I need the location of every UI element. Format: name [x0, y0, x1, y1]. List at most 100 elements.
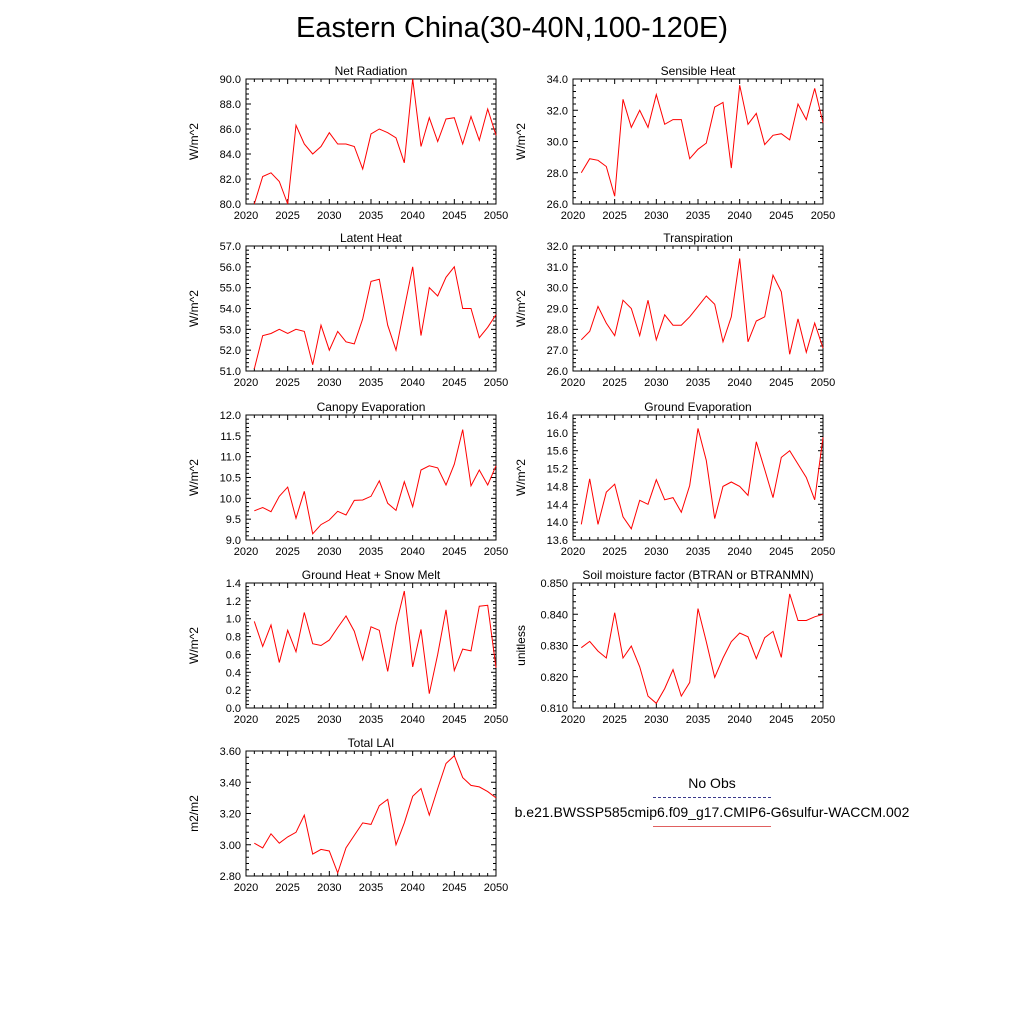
data-point	[404, 481, 405, 482]
x-tick-label: 2035	[359, 882, 383, 894]
x-tick-label: 2030	[644, 377, 668, 389]
legend-model-label: b.e21.BWSSP585cmip6.f09_g17.CMIP6-G6sulf…	[514, 804, 910, 820]
data-point	[756, 441, 757, 442]
x-tick-label: 2045	[769, 210, 793, 222]
plot-frame	[572, 582, 824, 709]
legend-model-line	[653, 826, 771, 827]
data-point	[337, 627, 338, 628]
data-point	[664, 314, 665, 315]
data-point	[706, 295, 707, 296]
x-tick-label: 2020	[561, 210, 585, 222]
data-point	[345, 615, 346, 616]
data-point	[731, 167, 732, 168]
data-point	[706, 460, 707, 461]
x-tick-label: 2050	[811, 210, 835, 222]
y-tick-label: 12.0	[220, 410, 241, 422]
data-point	[387, 132, 388, 133]
data-point	[822, 614, 823, 615]
data-point	[295, 651, 296, 652]
x-tick-label: 2035	[686, 377, 710, 389]
data-point	[254, 621, 255, 622]
data-point	[614, 335, 615, 336]
data-point	[697, 608, 698, 609]
x-tick-label: 2020	[561, 546, 585, 558]
series-line	[254, 429, 497, 535]
y-tick-label: 14.8	[547, 481, 568, 493]
data-point	[822, 122, 823, 123]
data-point	[664, 124, 665, 125]
data-point	[329, 519, 330, 520]
data-point	[789, 450, 790, 451]
x-tick-label: 2050	[484, 714, 508, 726]
data-point	[772, 631, 773, 632]
x-tick-label: 2045	[769, 714, 793, 726]
data-point	[437, 295, 438, 296]
data-point	[672, 497, 673, 498]
data-point	[747, 124, 748, 125]
data-point	[304, 331, 305, 332]
data-point	[814, 88, 815, 89]
data-point	[739, 258, 740, 259]
y-tick-label: 9.0	[226, 535, 241, 547]
data-point	[462, 777, 463, 778]
series-line	[253, 78, 497, 205]
x-tick-label: 2020	[234, 377, 258, 389]
data-point	[495, 465, 496, 466]
data-point	[672, 119, 673, 120]
y-tick-label: 2.80	[220, 871, 241, 883]
data-point	[287, 203, 288, 204]
panel-4: Transpiration W/m^2 2020 2025 2030 2035 2040 20…	[514, 231, 835, 389]
data-point	[412, 78, 413, 79]
x-tick-label: 2020	[234, 546, 258, 558]
y-tick-label: 52.0	[220, 345, 241, 357]
data-point	[781, 457, 782, 458]
data-point	[404, 822, 405, 823]
data-point	[647, 696, 648, 697]
y-tick-label: 0.820	[540, 672, 568, 684]
panel-title: Sensible Heat	[661, 64, 736, 78]
data-point	[656, 703, 657, 704]
y-tick-label: 0.6	[226, 649, 241, 661]
x-tick-label: 2025	[275, 714, 299, 726]
y-tick-label: 53.0	[220, 324, 241, 336]
data-point	[681, 696, 682, 697]
data-point	[362, 318, 363, 319]
data-point	[437, 788, 438, 789]
data-point	[312, 533, 313, 534]
data-point	[254, 203, 255, 204]
data-point	[606, 166, 607, 167]
data-point	[756, 658, 757, 659]
data-point	[689, 485, 690, 486]
x-tick-label: 2025	[602, 546, 626, 558]
x-tick-label: 2040	[400, 546, 424, 558]
data-point	[614, 196, 615, 197]
data-point	[445, 118, 446, 119]
data-point	[797, 318, 798, 319]
x-tick-label: 2025	[275, 882, 299, 894]
data-point	[622, 657, 623, 658]
data-point	[814, 499, 815, 500]
y-tick-label: 26.0	[547, 366, 568, 378]
data-point	[656, 94, 657, 95]
data-point	[345, 341, 346, 342]
y-tick-label: 1.4	[226, 578, 241, 590]
data-point	[337, 511, 338, 512]
y-tick-label: 28.0	[547, 324, 568, 336]
y-axis-label: W/m^2	[187, 123, 201, 160]
data-point	[412, 666, 413, 667]
data-point	[354, 343, 355, 344]
data-point	[714, 677, 715, 678]
data-point	[362, 659, 363, 660]
data-point	[495, 314, 496, 315]
data-point	[756, 320, 757, 321]
data-point	[287, 333, 288, 334]
data-point	[379, 630, 380, 631]
data-point	[722, 102, 723, 103]
data-point	[270, 511, 271, 512]
data-point	[329, 132, 330, 133]
data-point	[589, 158, 590, 159]
x-tick-label: 2020	[234, 882, 258, 894]
x-tick-label: 2025	[602, 714, 626, 726]
data-point	[772, 135, 773, 136]
data-point	[470, 308, 471, 309]
